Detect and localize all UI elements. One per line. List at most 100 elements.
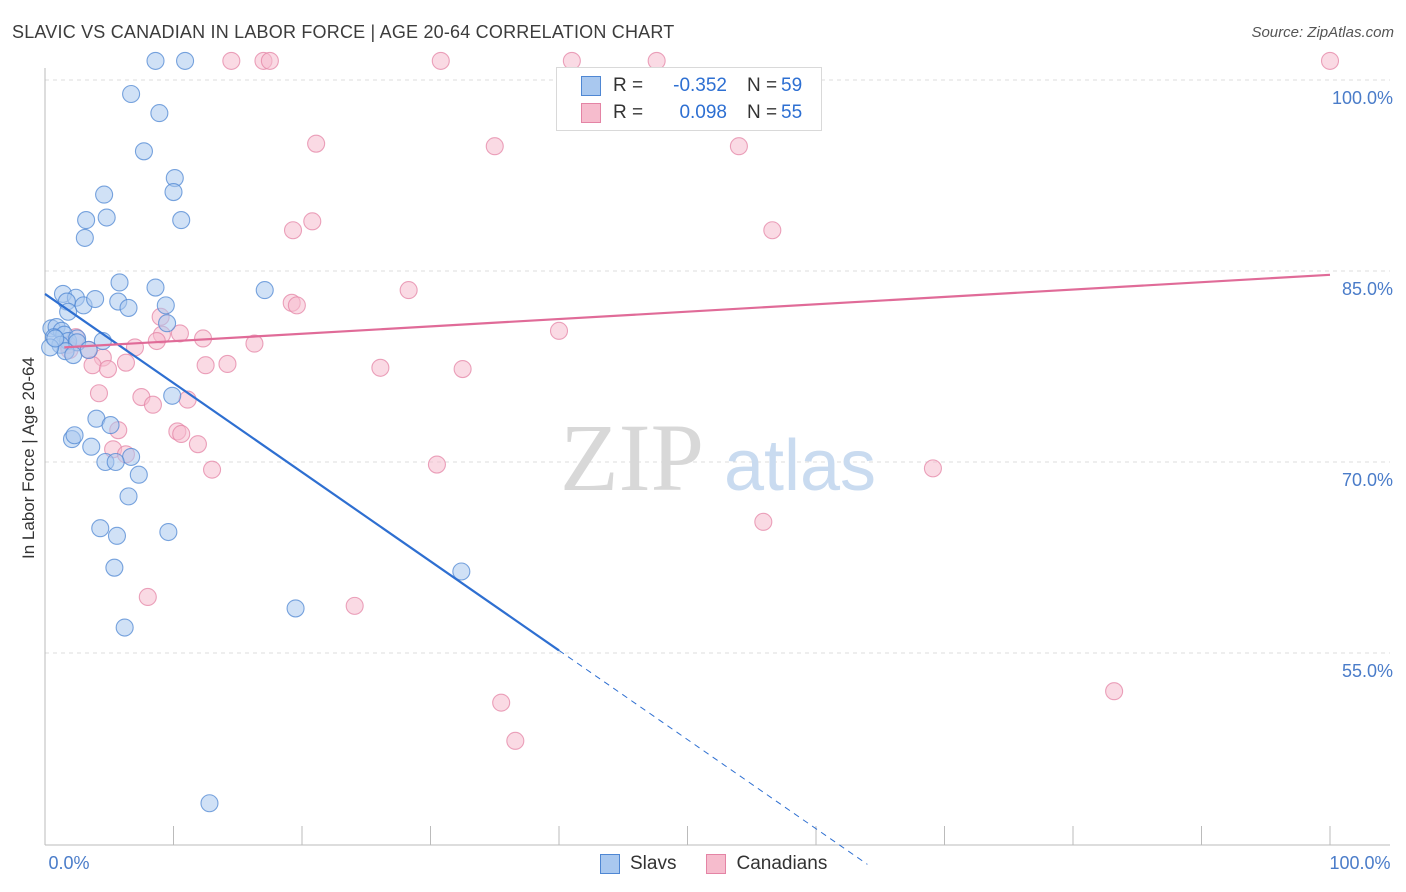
slavs-legend-label: Slavs	[630, 853, 677, 874]
canadians-point	[98, 359, 118, 379]
x-tick-label: 100.0%	[1329, 853, 1390, 873]
slavs-point	[156, 296, 175, 315]
slavs-point	[106, 452, 125, 472]
canadians-point	[763, 221, 782, 240]
grid-lines	[45, 79, 1390, 654]
y-axis-label: In Labor Force | Age 20-64	[19, 357, 38, 559]
slavs-point	[105, 558, 124, 577]
slavs-point	[115, 618, 134, 637]
canadians-point	[83, 356, 102, 375]
slavs-point	[77, 211, 96, 230]
watermark: ZIP atlas	[560, 404, 876, 511]
slavs-point	[452, 562, 471, 581]
slavs-point	[91, 519, 110, 538]
slavs-point	[86, 289, 105, 309]
watermark-atlas: atlas	[724, 426, 876, 506]
legend-row-slavs: R = -0.352 N = 59	[581, 74, 802, 98]
legend-item-canadians[interactable]: Canadians	[706, 853, 827, 875]
canadians-point	[218, 354, 237, 374]
slavs-point	[164, 183, 183, 202]
y-tick-label: 100.0%	[1332, 88, 1393, 108]
slavs-point	[97, 208, 116, 227]
chart-title: SLAVIC VS CANADIAN IN LABOR FORCE | AGE …	[12, 22, 675, 42]
slavs-point	[122, 84, 141, 104]
watermark-zip: ZIP	[560, 404, 704, 511]
slavs-point	[200, 794, 219, 813]
canadians-point	[1320, 51, 1340, 70]
canadians-point	[923, 459, 942, 478]
slavs-point	[163, 386, 182, 405]
canadians-point	[729, 137, 748, 156]
slavs-point	[134, 142, 153, 161]
canadians-point	[89, 384, 109, 403]
canadians-point	[492, 693, 511, 712]
slavs-point	[119, 298, 138, 317]
canadians-point	[170, 324, 189, 343]
slavs-point	[159, 522, 178, 542]
slavs-trend-extension	[558, 650, 868, 865]
canadians-point	[287, 296, 306, 315]
slavs-legend-swatch	[600, 854, 620, 874]
canadians-point	[1105, 682, 1124, 701]
canadians-point	[143, 395, 162, 414]
canadians-point	[754, 512, 773, 531]
slavs-point	[101, 416, 120, 435]
canadians-point	[345, 596, 364, 615]
canadians-legend-label: Canadians	[736, 853, 828, 874]
canadians-point	[116, 353, 136, 372]
slavs-point	[146, 278, 165, 297]
slavs-point	[119, 487, 138, 506]
slavs-point	[158, 314, 177, 333]
n-label: N =	[747, 102, 778, 123]
r-label: R =	[613, 75, 644, 96]
slavs-point	[122, 447, 141, 466]
canadians-point	[283, 221, 303, 240]
legend-item-slavs[interactable]: Slavs	[600, 853, 676, 875]
canadians-point	[245, 334, 264, 353]
series-legend: Slavs Canadians	[600, 852, 857, 876]
canadians-point	[196, 356, 215, 375]
slavs-point	[79, 340, 98, 359]
y-tick-label: 85.0%	[1342, 279, 1393, 299]
slavs-point	[82, 437, 101, 456]
canadians-point	[260, 51, 279, 70]
slavs-point	[110, 273, 129, 292]
slavs-point	[95, 185, 114, 204]
canadians-point	[506, 731, 525, 750]
canadians-point	[307, 134, 326, 153]
canadians-point	[188, 435, 207, 454]
slavs-r-value: -0.352	[673, 75, 727, 96]
canadians-trend-line	[64, 273, 1331, 349]
canadians-point	[222, 51, 241, 70]
slavs-trend-line	[44, 293, 560, 652]
slavs-point	[150, 104, 169, 123]
slavs-point	[65, 426, 84, 445]
canadians-point	[399, 281, 418, 300]
slavs-point	[75, 228, 94, 247]
axis-labels: 100.0% 85.0% 70.0% 55.0% 0.0% 100.0% In Labor …	[19, 88, 1393, 873]
canadians-point	[172, 424, 191, 444]
canadians-r-value: 0.098	[679, 102, 727, 123]
n-label: N =	[747, 75, 778, 96]
canadians-point	[371, 358, 390, 377]
slavs-point	[255, 281, 274, 300]
slavs-points	[41, 51, 471, 813]
canadians-point	[485, 137, 504, 156]
canadians-swatch	[581, 103, 601, 123]
canadians-n-value: 55	[781, 102, 803, 123]
slavs-point	[107, 526, 127, 545]
canadians-point	[203, 460, 222, 479]
canadians-point	[431, 51, 450, 70]
slavs-point	[129, 465, 148, 484]
canadians-legend-swatch	[706, 854, 727, 874]
r-label: R =	[613, 102, 644, 123]
correlation-legend: R = -0.352 N = 59 R = 0.098 N = 55	[556, 67, 822, 131]
trend-lines	[44, 273, 1331, 865]
x-tick-label: 0.0%	[48, 853, 89, 873]
legend-row-canadians: R = 0.098 N = 55	[581, 101, 802, 125]
slavs-swatch	[581, 76, 601, 96]
slavs-point	[172, 211, 191, 230]
canadians-point	[303, 212, 322, 231]
axes	[44, 68, 1390, 846]
